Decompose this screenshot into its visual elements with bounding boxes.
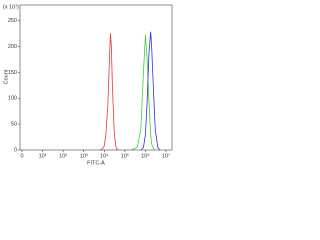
chart: (x 10¹) Count FITC-A 0 50 100 150 200 250 0 10¹… (3, 4, 173, 166)
y-tick-label: 100 (8, 96, 17, 102)
y-tick-label: 200 (8, 44, 17, 50)
y-multiplier: (x 10¹) (3, 4, 19, 10)
histogram-line (99, 33, 119, 151)
x-tick-label: 10¹ (39, 153, 47, 159)
y-axis-label: Count (3, 69, 9, 84)
y-tick-label: 0 (14, 147, 17, 153)
x-axis-label: FITC-A (87, 160, 105, 166)
histogram-line (140, 31, 161, 151)
page: {"chart_data": {"type": "line", "xlabel"… (0, 0, 177, 167)
x-tick-label: 10⁷ (162, 152, 170, 159)
y-tick-label: 50 (11, 122, 17, 128)
x-tick-label: 10² (59, 153, 67, 159)
x-tick-label: 10³ (80, 153, 88, 159)
x-tick-label: 10⁶ (141, 152, 149, 159)
y-tick-label: 250 (8, 18, 17, 24)
plot-frame (19, 4, 173, 151)
x-tick-label: 0 (20, 153, 23, 159)
x-tick-label: 10⁴ (100, 152, 109, 159)
histogram-line (130, 34, 156, 151)
y-tick-label: 150 (8, 70, 17, 76)
x-tick-label: 10⁵ (121, 152, 129, 159)
